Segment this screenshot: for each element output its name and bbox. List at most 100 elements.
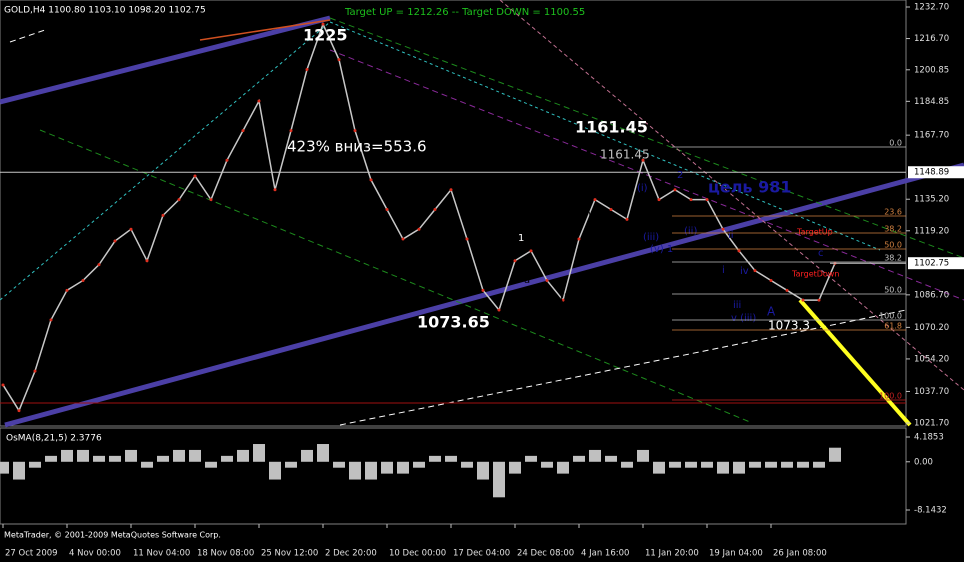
osma-bar: [397, 461, 409, 474]
y-tick-label: 1200.85: [914, 65, 949, 75]
fib-label: 61.8: [884, 322, 902, 331]
price-point: [177, 198, 181, 202]
price-point: [97, 263, 101, 267]
annotation: A: [767, 305, 776, 319]
y-tick-label: 1232.70: [914, 3, 949, 13]
x-tick-label: 11 Nov 04:00: [133, 549, 190, 559]
last-price-bg: [908, 257, 964, 270]
price-point: [561, 298, 565, 302]
y-tick-label: 1021.70: [914, 419, 949, 429]
price-point: [225, 158, 229, 162]
price-point: [449, 188, 453, 192]
fib-label: 38.2: [884, 225, 902, 234]
osma-bar: [381, 461, 393, 474]
price-point: [737, 249, 741, 253]
annotation: (v) 1: [650, 244, 673, 255]
osma-bar: [829, 447, 841, 462]
price-point: [193, 174, 197, 178]
annotation: цель 981: [708, 178, 792, 197]
channel-line: [0, 15, 331, 105]
x-tick-label: 17 Dec 04:00: [453, 549, 510, 559]
osma-bar: [813, 461, 825, 468]
annotation: 423% вниз=553.6: [287, 138, 427, 156]
fib-label: 100.0: [879, 312, 902, 321]
osma-bar: [717, 461, 729, 474]
price-point: [721, 227, 725, 231]
price-point: [33, 369, 37, 373]
osma-bar: [125, 449, 137, 462]
y-tick-label: 1135.20: [914, 195, 949, 205]
price-point: [593, 198, 597, 202]
y-tick-label: 1070.20: [914, 323, 949, 333]
y-tick-label: 1184.85: [914, 97, 949, 107]
x-tick-label: 19 Jan 04:00: [709, 549, 763, 559]
fib-label: 23.6: [884, 208, 902, 217]
annotation: 2: [677, 170, 683, 181]
fib-label: 0.0: [889, 139, 902, 148]
drawing-objects: [0, 0, 964, 428]
annotation: 1225: [303, 26, 348, 45]
price-point: [385, 207, 389, 211]
fib-label: 50.0: [884, 241, 902, 250]
price-point: [273, 188, 277, 192]
osma-bar: [61, 449, 73, 462]
osma-bar: [237, 449, 249, 462]
osma-bar: [685, 461, 697, 468]
trend-line: [339, 309, 907, 426]
x-tick-label: 4 Jan 16:00: [581, 549, 629, 559]
annotation: 1161.45: [600, 148, 650, 162]
osma-bar: [333, 461, 345, 468]
x-tick-label: 4 Nov 00:00: [69, 549, 121, 559]
price-point: [817, 298, 821, 302]
level-label-bg: [908, 166, 964, 179]
trend-line: [329, 17, 964, 259]
price-point: [673, 188, 677, 192]
price-point: [145, 259, 149, 263]
projection-line: [798, 298, 912, 427]
y-tick-label: 1167.70: [914, 131, 949, 141]
fib-label: 50.0: [884, 286, 902, 295]
osma-bar: [141, 461, 153, 468]
osma-bar: [173, 449, 185, 462]
last-price-label: 1102.75: [914, 259, 949, 269]
annotation: c 4: [612, 238, 627, 249]
price-point: [321, 22, 325, 26]
osma-bar: [797, 461, 809, 468]
price-point: [529, 249, 533, 253]
channel-line: [4, 162, 964, 428]
price-point: [241, 129, 245, 133]
osma-bar: [701, 461, 713, 468]
annotation: (ii): [684, 226, 697, 237]
price-point: [305, 67, 309, 71]
price-point: [625, 217, 629, 221]
annotation: (iii): [575, 210, 591, 221]
annotation: (v) 3: [588, 183, 611, 194]
annotation: c 2: [543, 305, 558, 316]
osma-bar: [429, 455, 441, 462]
osma-bar: [445, 455, 457, 462]
price-point: [689, 198, 693, 202]
price-frame: [0, 0, 907, 427]
y-tick-label: 1086.70: [914, 290, 949, 300]
osma-bar: [13, 461, 25, 480]
osma-bar: [253, 444, 265, 462]
price-point: [609, 207, 613, 211]
price-point: [417, 227, 421, 231]
x-tick-label: 2 Dec 20:00: [325, 549, 377, 559]
fib-label: 100.0: [879, 392, 902, 401]
osma-bar: [0, 461, 9, 474]
trend-line: [199, 19, 331, 41]
osma-bar: [157, 455, 169, 462]
price-point: [513, 259, 517, 263]
osma-bar: [301, 449, 313, 462]
price-point: [17, 409, 21, 413]
trend-line: [329, 49, 964, 301]
osma-title: OsMA(8,21,5) 2.3776: [6, 434, 102, 444]
osma-bar: [781, 461, 793, 468]
price-point: [161, 213, 165, 217]
trend-line: [39, 129, 751, 423]
price-point: [545, 278, 549, 282]
osma-bar: [621, 461, 633, 468]
osma-bar: [349, 461, 361, 480]
